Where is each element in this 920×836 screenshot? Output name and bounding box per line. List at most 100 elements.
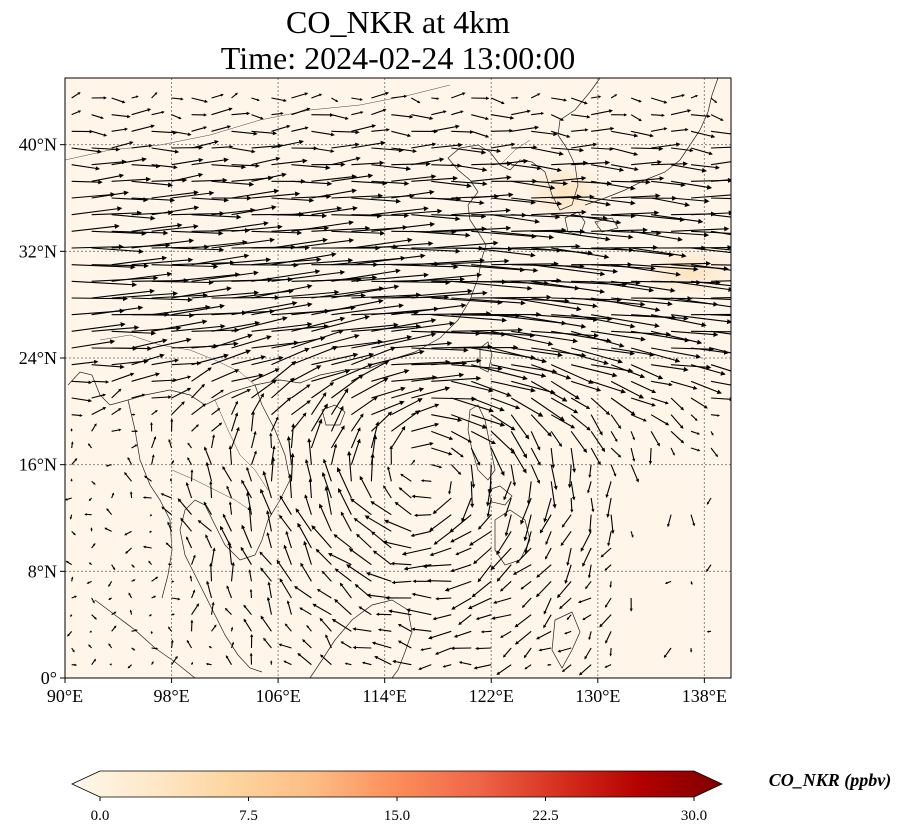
wind-arrow	[171, 286, 232, 299]
wind-arrow	[205, 534, 213, 549]
wind-arrow	[191, 424, 199, 432]
wind-arrow	[383, 519, 412, 532]
wind-arrow	[400, 473, 412, 482]
wind-arrow	[670, 380, 698, 390]
wind-arrow	[291, 365, 322, 382]
wind-arrow	[131, 413, 136, 416]
wind-arrow	[599, 614, 612, 628]
wind-arrow	[306, 624, 312, 632]
wind-arrow	[108, 597, 112, 600]
wind-arrow	[690, 364, 726, 376]
wind-arrow	[283, 544, 292, 565]
wind-arrow	[550, 464, 558, 491]
wind-arrow	[473, 547, 492, 565]
wind-arrow	[671, 330, 719, 337]
wind-arrow	[450, 646, 472, 651]
wind-arrow	[471, 312, 542, 318]
wind-arrow	[131, 124, 155, 132]
wind-arrow	[111, 127, 128, 132]
wind-arrow	[251, 322, 313, 332]
wind-arrow	[604, 597, 612, 608]
wind-arrow	[511, 214, 561, 220]
wind-arrow	[165, 542, 172, 549]
wind-arrow	[670, 297, 731, 308]
wind-arrow	[266, 596, 272, 615]
wind-arrow	[431, 258, 510, 266]
wind-arrow	[211, 624, 217, 632]
lat-tick-label: 8°N	[28, 561, 57, 581]
wind-arrow	[251, 230, 303, 236]
wind-arrow	[211, 333, 253, 349]
wind-arrow	[131, 238, 195, 249]
wind-arrow	[70, 614, 73, 618]
wind-arrow	[131, 312, 195, 318]
wind-arrow	[222, 465, 232, 482]
wind-arrow	[251, 368, 280, 382]
wind-arrow	[561, 514, 572, 528]
wind-arrow	[191, 113, 207, 117]
wind-arrow	[210, 434, 216, 449]
wind-arrow	[171, 157, 204, 166]
wind-arrow	[167, 521, 173, 532]
wind-arrow	[706, 630, 712, 633]
wind-arrow	[410, 530, 432, 538]
wind-arrow	[630, 97, 642, 103]
wind-arrow	[361, 661, 372, 666]
map-plot-area[interactable]	[65, 78, 778, 678]
wind-arrow	[230, 412, 239, 432]
wind-arrow	[520, 580, 532, 590]
wind-arrow	[429, 547, 452, 557]
wind-arrow	[650, 314, 707, 328]
wind-arrow	[284, 623, 292, 632]
wind-arrow	[551, 347, 609, 365]
wind-arrow	[590, 497, 595, 513]
wind-arrow	[401, 547, 432, 556]
wind-arrow	[131, 393, 146, 399]
wind-arrow	[334, 568, 352, 582]
wind-arrow	[131, 629, 138, 632]
wind-arrow	[591, 109, 613, 116]
wind-arrow	[690, 447, 701, 452]
wind-arrow	[650, 347, 702, 359]
wind-arrow	[397, 640, 412, 649]
lon-tick-label: 106°E	[256, 686, 301, 706]
wind-arrow	[243, 604, 252, 616]
wind-arrow	[91, 423, 97, 432]
wind-arrow	[291, 258, 354, 266]
wind-arrow	[422, 564, 452, 569]
wind-arrow	[471, 294, 552, 300]
wind-arrow	[210, 601, 215, 615]
wind-arrow	[246, 491, 253, 515]
wind-arrow	[571, 314, 636, 329]
wind-arrow	[610, 464, 617, 477]
wind-arrow	[531, 297, 598, 309]
wind-arrow	[610, 514, 615, 534]
wind-arrow	[670, 280, 731, 292]
wind-arrow	[431, 375, 482, 382]
wind-arrow	[491, 128, 514, 133]
wind-arrow	[429, 514, 452, 532]
wind-arrow	[251, 393, 264, 415]
wind-arrow	[191, 157, 229, 166]
wind-arrow	[88, 497, 93, 502]
wind-arrow	[351, 292, 422, 299]
wind-arrow	[526, 481, 532, 505]
wind-arrow	[428, 630, 452, 640]
wind-arrow	[91, 658, 97, 665]
wind-arrow	[331, 173, 374, 182]
wind-arrow	[391, 208, 443, 216]
wind-arrow	[710, 214, 731, 218]
wind-arrow	[690, 397, 708, 409]
wind-arrow	[391, 130, 412, 138]
wind-arrow	[240, 546, 252, 565]
wind-arrow	[321, 570, 332, 582]
wind-arrow	[105, 464, 112, 467]
wind-arrow	[311, 352, 359, 366]
wind-arrow	[491, 330, 554, 347]
wind-arrow	[504, 497, 512, 518]
wind-arrow	[71, 322, 126, 332]
wind-arrow	[511, 197, 563, 207]
wind-arrow	[451, 164, 488, 173]
wind-arrow	[411, 142, 437, 149]
wind-arrow	[451, 380, 494, 393]
